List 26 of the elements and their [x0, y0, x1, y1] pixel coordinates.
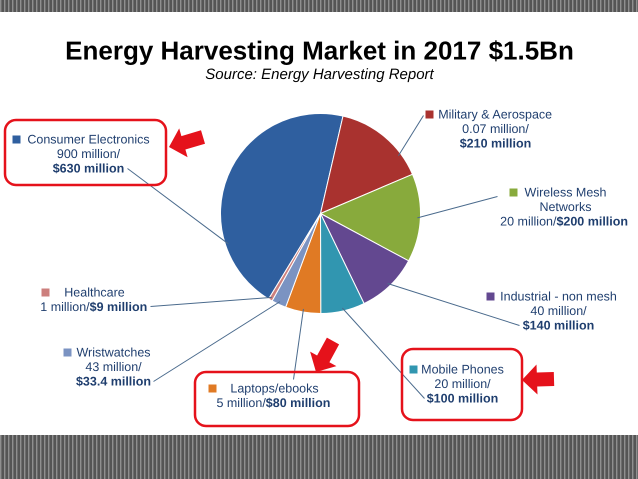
- chart-title: Energy Harvesting Market in 2017 $1.5Bn: [65, 36, 574, 66]
- data-label: $80 million: [266, 396, 330, 410]
- text: 40 million/: [530, 304, 587, 318]
- text: 0.07 million/: [462, 122, 529, 136]
- legend-label: Consumer Electronics: [27, 132, 150, 146]
- text: 20 million/: [500, 214, 556, 228]
- text: 900 million/: [56, 147, 120, 161]
- legend-label: Military & Aerospace: [438, 108, 552, 122]
- data-label: $9 million: [90, 300, 148, 314]
- legend-label: Laptops/ebooks: [230, 382, 319, 396]
- source-note: Source: Energy Harvesting Report: [205, 66, 435, 83]
- legend-label: Wristwatches: [76, 346, 151, 360]
- legend-label: Healthcare: [64, 286, 125, 300]
- legend-label: Wireless Mesh Networks: [524, 186, 607, 214]
- text: 43 million/: [85, 360, 142, 374]
- data-label: $140 million: [522, 318, 594, 332]
- legend-label: Industrial - non mesh: [500, 290, 617, 304]
- data-label: $33.4 million: [76, 374, 152, 388]
- text: 5 million/: [216, 396, 266, 410]
- text: 1 million/: [40, 300, 90, 314]
- data-label: $200 million: [556, 214, 628, 228]
- data-label: $210 million: [460, 136, 532, 150]
- data-label: $100 million: [426, 392, 498, 406]
- data-label: $630 million: [52, 162, 124, 176]
- legend-label: Mobile Phones: [421, 362, 504, 376]
- text: 20 million/: [434, 377, 491, 391]
